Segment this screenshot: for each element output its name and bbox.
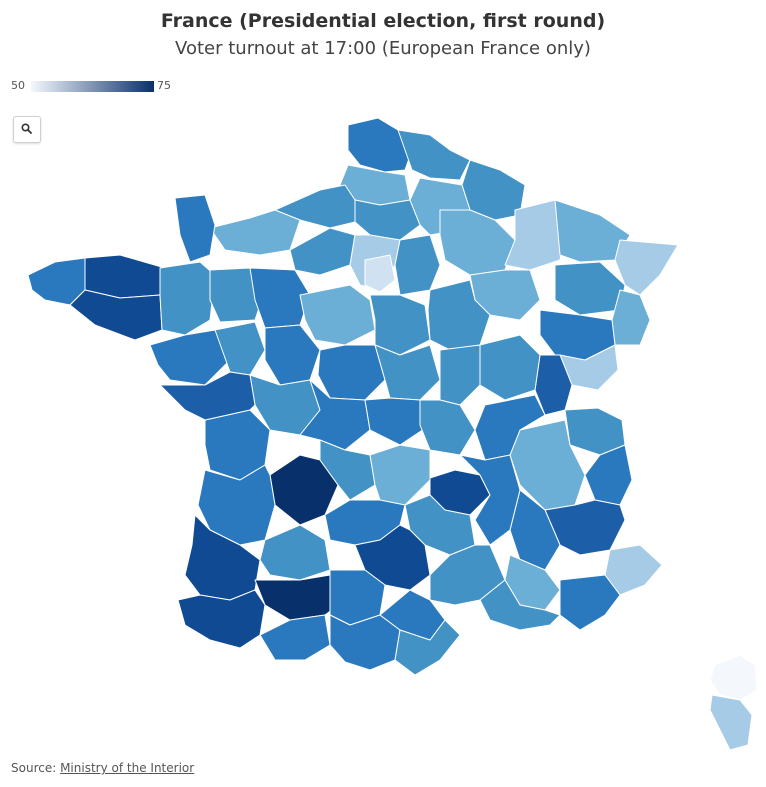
region-central-7[interactable] (369, 444, 431, 506)
region-brittany-2[interactable] (84, 254, 166, 299)
region-alps-2[interactable] (584, 444, 633, 506)
region-east-6[interactable] (611, 289, 651, 346)
region-sw-13[interactable] (394, 619, 461, 676)
region-west-4[interactable] (214, 321, 266, 376)
region-central-6[interactable] (319, 439, 376, 501)
region-normandy-2[interactable] (209, 209, 301, 256)
legend-min-label: 50 (11, 79, 25, 92)
region-sw-7[interactable] (177, 589, 266, 649)
region-north-2[interactable] (397, 129, 471, 181)
region-se-2[interactable] (479, 579, 561, 631)
region-central-5[interactable] (269, 454, 339, 526)
region-sw-11[interactable] (329, 614, 401, 671)
region-corsica-south[interactable] (709, 694, 753, 751)
region-east-13[interactable] (439, 344, 481, 406)
legend-gradient-bar (31, 81, 154, 92)
region-normandy-3[interactable] (174, 194, 216, 263)
map-title: France (Presidential election, first rou… (160, 10, 606, 32)
region-alps-1[interactable] (564, 407, 626, 456)
region-east-5[interactable] (554, 261, 626, 316)
region-alps-4[interactable] (474, 394, 546, 461)
region-alps-5[interactable] (544, 499, 626, 556)
region-north-1[interactable] (347, 117, 413, 173)
source-prefix: Source: (11, 761, 61, 775)
map-subtitle: Voter turnout at 17:00 (European France … (175, 38, 591, 59)
region-sw-5[interactable] (259, 524, 331, 581)
region-alps-8[interactable] (559, 574, 621, 631)
region-central-4[interactable] (419, 399, 476, 456)
search-icon (21, 123, 32, 134)
legend-max-label: 75 (157, 79, 171, 92)
region-corsica-north[interactable] (709, 654, 758, 701)
region-centre-1[interactable] (299, 284, 376, 346)
region-sw-2[interactable] (159, 371, 256, 421)
region-west-3[interactable] (149, 329, 231, 386)
region-brittany-3[interactable] (69, 289, 163, 341)
source-note: Source: Ministry of the Interior (11, 761, 194, 775)
region-east-1[interactable] (439, 209, 516, 276)
region-north-5[interactable] (354, 199, 421, 241)
region-normandy-1[interactable] (274, 184, 356, 229)
region-central-9[interactable] (459, 454, 521, 546)
region-east-12[interactable] (479, 334, 541, 401)
zoom-button[interactable] (13, 116, 41, 143)
region-paris-3[interactable] (394, 234, 441, 296)
region-centre-4[interactable] (374, 344, 441, 401)
region-paris-2[interactable] (364, 254, 396, 293)
region-normandy-4[interactable] (289, 227, 356, 276)
region-centre-3[interactable] (317, 344, 386, 401)
region-sw-8[interactable] (259, 614, 331, 661)
region-sw-3[interactable] (197, 464, 276, 546)
source-link[interactable]: Ministry of the Interior (60, 761, 195, 775)
region-brittany-4[interactable] (159, 261, 216, 336)
region-centre-2[interactable] (369, 294, 431, 356)
